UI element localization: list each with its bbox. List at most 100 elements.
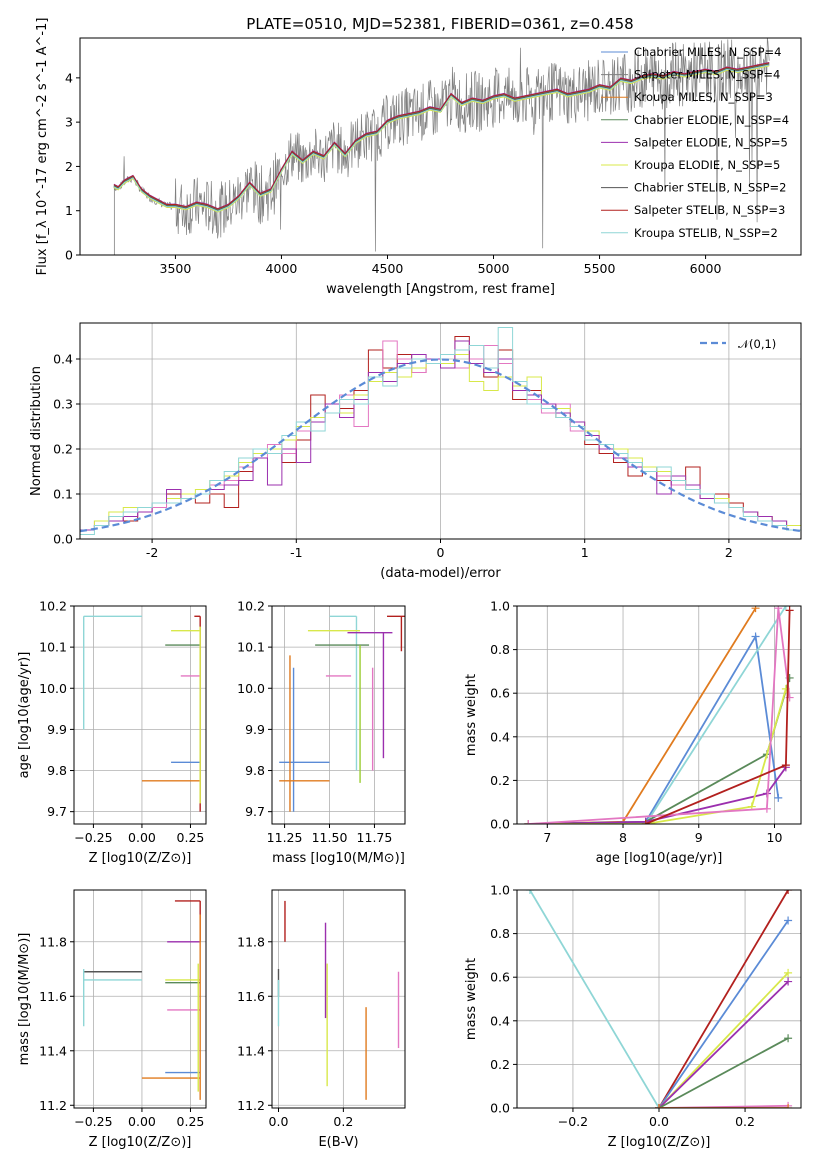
panel-spectrum: 3500 4000 4500 5000 5500 6000 0 1 2 3 4 wavelength …	[35, 18, 802, 297]
x-tick-label: 0.25	[177, 1114, 205, 1129]
y-tick-label: 11.4	[39, 1043, 67, 1058]
legend-label: Kroupa MILES, N_SSP=3	[634, 90, 773, 104]
spectrum-legend: Chabrier MILES, N_SSP=4 Salpeter MILES, N…	[601, 45, 789, 240]
y-tick-label: 9.9	[245, 722, 265, 737]
weight-marker	[784, 977, 793, 986]
axes-frame	[73, 889, 207, 1109]
x-axis-label: wavelength [Angstrom, rest frame]	[326, 282, 555, 297]
x-tick-label: 0	[437, 545, 445, 560]
y-tick-label: 11.8	[237, 934, 265, 949]
y-tick-label: 4	[65, 70, 73, 85]
legend-label: Chabrier STELIB, N_SSP=2	[634, 181, 786, 195]
legend-label: Salpeter MILES, N_SSP=4	[634, 68, 780, 82]
axes-frame	[73, 605, 207, 825]
y-tick-label: 0.8	[490, 642, 510, 657]
x-axis-label: age [log10(age/yr)]	[596, 851, 723, 866]
x-tick-label: 9	[695, 830, 703, 845]
y-tick-label: 3	[65, 115, 73, 130]
weight-line-salpeter-elodie	[528, 766, 787, 824]
x-tick-label: 8	[619, 830, 627, 845]
y-tick-label: 11.2	[237, 1098, 265, 1113]
x-tick-label: 7	[543, 830, 551, 845]
mass-weight-vs-age-plot	[524, 606, 794, 824]
age-vs-mass-plot	[279, 615, 405, 812]
y-tick-label: 9.7	[245, 804, 265, 819]
x-tick-label: 0.2	[333, 1114, 353, 1129]
y-tick-label: 10.2	[39, 599, 67, 614]
y-tick-label: 11.8	[39, 934, 67, 949]
x-axis-label: mass [log10(M/M⊙)]	[272, 851, 405, 866]
weight-line-kroupa-stelib	[529, 890, 660, 1108]
x-tick-label: 3500	[160, 261, 192, 276]
model-line-kroupa-stelib	[113, 64, 770, 212]
axes-frame	[79, 322, 802, 540]
y-tick-label: 10.0	[39, 681, 67, 696]
y-tick-label: 0.0	[490, 817, 510, 832]
y-axis-label: mass weight	[464, 674, 479, 756]
y-tick-label: 9.8	[245, 763, 265, 778]
y-tick-label: 11.4	[237, 1043, 265, 1058]
legend-label: Salpeter STELIB, N_SSP=3	[634, 203, 785, 217]
x-axis-label: Z [log10(Z/Z⊙)]	[608, 1135, 711, 1150]
model-line-salpeter-stelib	[113, 62, 770, 210]
model-line-kroupa-elodie	[113, 65, 770, 213]
x-axis-label: Z [log10(Z/Z⊙)]	[89, 1135, 192, 1150]
x-tick-label: 2	[725, 545, 733, 560]
y-tick-label: 10.0	[237, 681, 265, 696]
x-tick-label: 5000	[478, 261, 510, 276]
y-axis-label: mass weight	[464, 958, 479, 1040]
residual-plot	[80, 327, 801, 539]
weight-marker	[524, 820, 533, 824]
weight-marker	[751, 606, 760, 613]
y-tick-label: 2	[65, 159, 73, 174]
x-tick-label: 0.2	[735, 1114, 755, 1129]
weight-marker	[784, 1104, 793, 1108]
weight-line-kroupa-stelib	[644, 606, 787, 824]
weight-marker	[784, 968, 793, 977]
axes-frame	[516, 605, 802, 825]
x-tick-label: 4500	[372, 261, 404, 276]
x-tick-label: -1	[290, 545, 302, 560]
x-tick-label: −0.25	[74, 1114, 112, 1129]
y-tick-label: 0.2	[53, 442, 73, 457]
weight-marker	[525, 890, 534, 894]
x-tick-label: 10	[767, 830, 783, 845]
y-axis-label: age [log10(age/yr)]	[17, 652, 32, 779]
weight-marker	[641, 820, 650, 824]
y-tick-label: 0.6	[490, 970, 510, 985]
histogram-kroupa-stelib	[80, 327, 801, 539]
y-tick-label: 1.0	[490, 599, 510, 614]
y-tick-label: 1.0	[490, 883, 510, 898]
y-tick-label: 9.9	[47, 722, 67, 737]
x-axis-label: Z [log10(Z/Z⊙)]	[89, 851, 192, 866]
y-tick-label: 0.1	[53, 487, 73, 502]
mass-vs-z-plot	[83, 900, 201, 1100]
y-tick-label: 0.8	[490, 926, 510, 941]
x-tick-label: -2	[146, 545, 158, 560]
panel-mass_weight_vs_age: 7 8 9 10 0.0 0.2 0.4 0.6 0.8 1.0 age [log10(age/yr…	[464, 599, 802, 866]
weight-line-kroupa-elodie	[528, 688, 787, 824]
weight-marker	[785, 606, 794, 615]
y-tick-label: 10.1	[237, 640, 265, 655]
y-tick-label: 0.4	[490, 729, 510, 744]
x-tick-label: 11.75	[357, 830, 393, 845]
y-tick-label: 0.4	[490, 1013, 510, 1028]
x-tick-label: 5500	[584, 261, 616, 276]
x-tick-label: 4000	[266, 261, 298, 276]
y-tick-label: 0.6	[490, 686, 510, 701]
y-tick-label: 11.6	[39, 989, 67, 1004]
weight-marker	[784, 890, 793, 894]
legend-label: Salpeter ELODIE, N_SSP=5	[634, 135, 788, 149]
y-tick-label: 9.8	[47, 763, 67, 778]
y-tick-label: 0.3	[53, 397, 73, 412]
weight-line-chabrier-elodie	[658, 1037, 789, 1108]
weight-marker	[655, 1104, 663, 1108]
weight-marker	[774, 793, 783, 802]
model-line-chabrier-stelib	[113, 63, 770, 211]
weight-marker	[762, 804, 771, 813]
y-axis-label: Flux [f_λ 10^-17 erg cm^-2 s^-1 A^-1]	[35, 18, 50, 276]
panel-mass_weight_vs_Z: −0.2 0.0 0.2 0.0 0.2 0.4 0.6 0.8 1.0 Z [log10(Z/Z…	[464, 883, 802, 1150]
y-tick-label: 0.2	[490, 773, 510, 788]
x-tick-label: 11.25	[267, 830, 303, 845]
